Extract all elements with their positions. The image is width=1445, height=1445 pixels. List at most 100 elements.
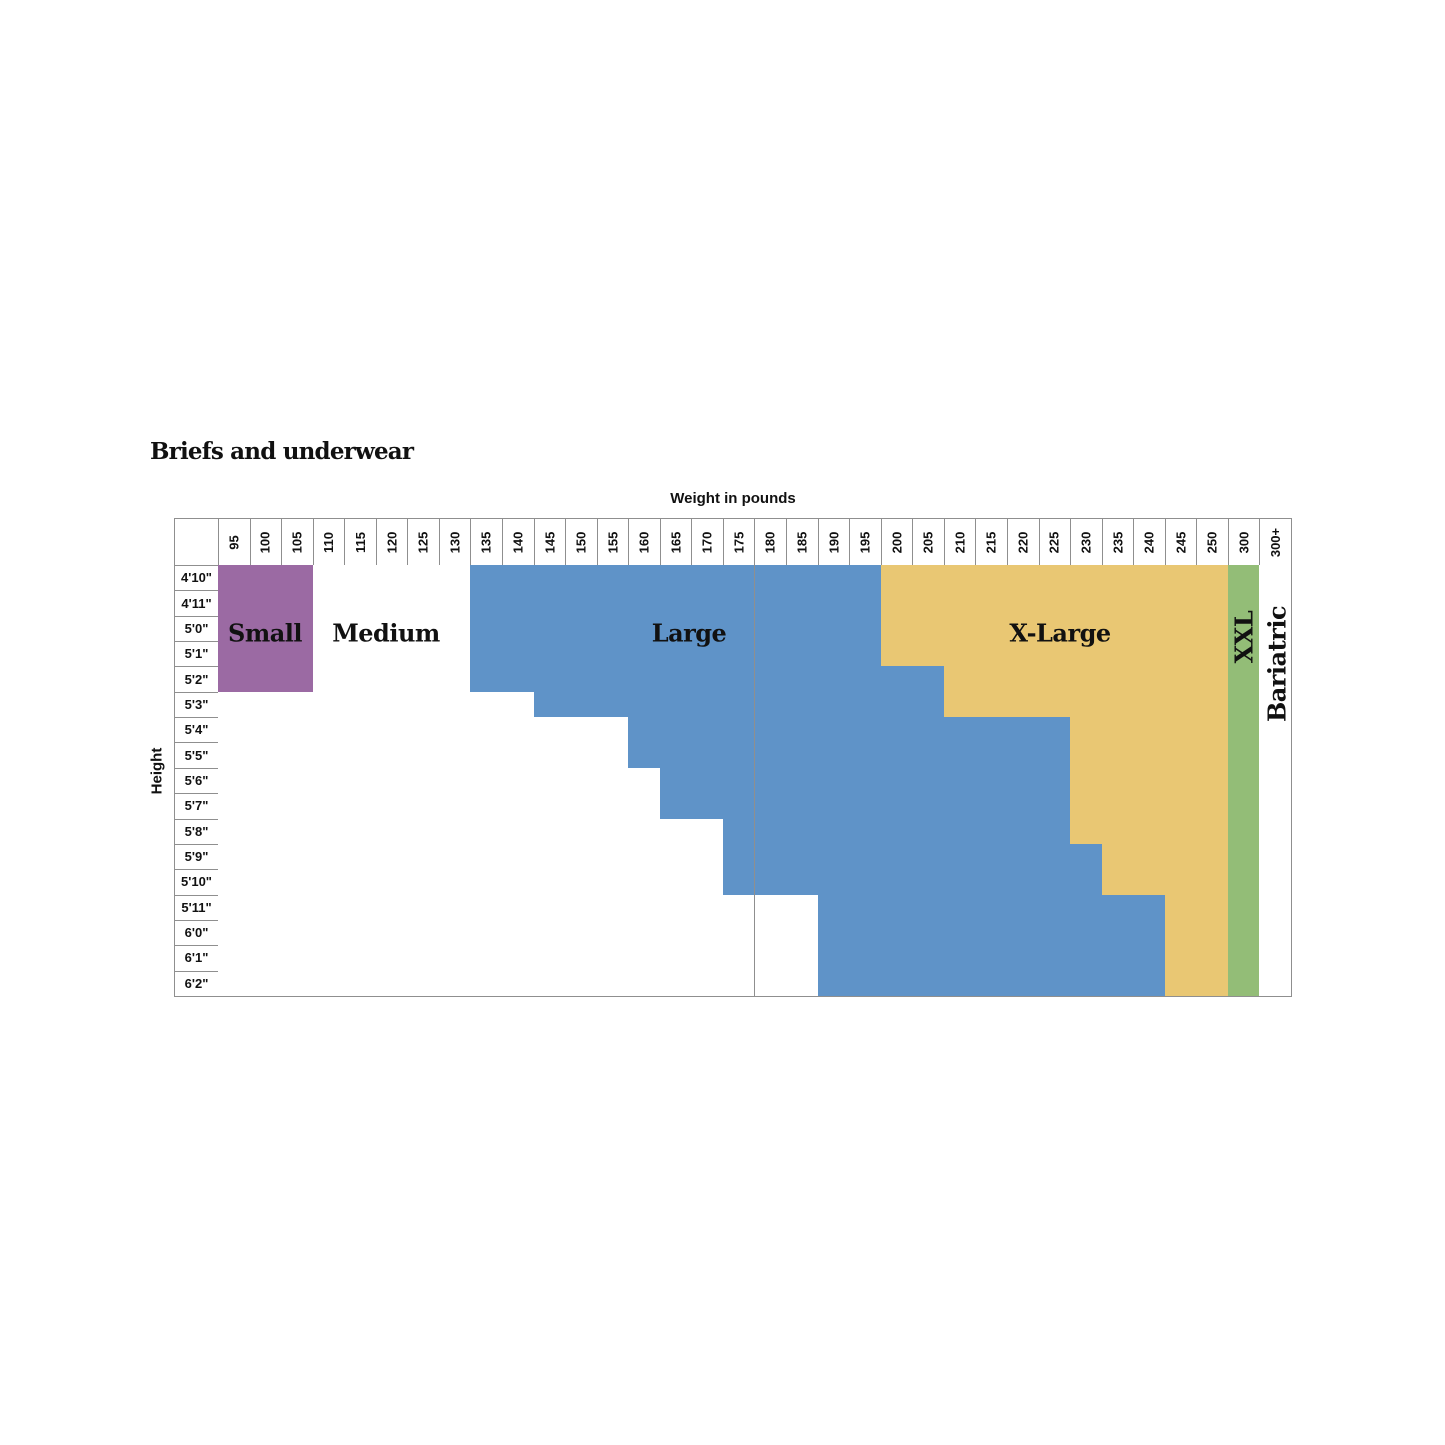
cell-medium	[344, 742, 377, 769]
cell-medium	[502, 767, 535, 795]
cell-medium	[281, 869, 314, 896]
cell-large	[817, 641, 851, 668]
column-header: 220	[1006, 518, 1040, 566]
cell-medium	[470, 945, 504, 972]
column-header-label: 230	[1078, 531, 1094, 553]
cell-x-large	[1196, 615, 1229, 643]
cell-medium	[281, 793, 314, 820]
cell-bariatric	[1259, 717, 1292, 744]
cell-medium	[344, 970, 377, 997]
column-header: 205	[912, 518, 945, 566]
cell-medium	[786, 970, 819, 997]
column-header-label: 190	[825, 531, 841, 553]
cell-medium	[281, 970, 314, 997]
cell-medium	[218, 742, 251, 769]
cell-large	[1038, 742, 1072, 769]
cell-medium	[565, 945, 598, 972]
cell-medium	[754, 919, 788, 947]
cell-x-large	[1164, 742, 1198, 769]
cell-medium	[596, 742, 630, 769]
cell-large	[912, 717, 945, 744]
cell-large	[470, 615, 504, 643]
cell-medium	[344, 945, 377, 972]
cell-large	[880, 919, 914, 947]
cell-large	[943, 793, 977, 820]
cell-medium	[659, 894, 693, 921]
cell-medium	[628, 793, 661, 820]
cell-xxl	[1227, 691, 1261, 719]
cell-medium	[533, 742, 567, 769]
column-header: 230	[1070, 518, 1103, 566]
cell-medium	[407, 590, 440, 617]
cell-x-large	[975, 666, 1008, 693]
cell-medium	[533, 843, 567, 871]
column-header: 210	[943, 518, 977, 566]
cell-medium	[218, 970, 251, 997]
cell-large	[849, 565, 882, 592]
cell-medium	[218, 919, 251, 947]
cell-medium	[312, 565, 346, 592]
cell-x-large	[1196, 717, 1229, 744]
cell-large	[596, 691, 630, 719]
cell-medium	[249, 843, 283, 871]
chart-title: Briefs and underwear	[150, 438, 414, 465]
column-header-label: 165	[668, 531, 684, 553]
column-header-label: 140	[510, 531, 526, 553]
cell-large	[849, 590, 882, 617]
cell-x-large	[1070, 666, 1103, 693]
cell-medium	[502, 843, 535, 871]
cell-x-large	[880, 590, 914, 617]
cell-large	[722, 615, 756, 643]
cell-large	[691, 666, 724, 693]
cell-large	[596, 666, 630, 693]
cell-bariatric	[1259, 615, 1292, 643]
cell-x-large	[1133, 615, 1166, 643]
cell-medium	[470, 767, 504, 795]
cell-x-large	[1164, 666, 1198, 693]
cell-large	[1006, 742, 1040, 769]
cell-large	[943, 767, 977, 795]
cell-medium	[596, 793, 630, 820]
cell-large	[849, 869, 882, 896]
cell-large	[975, 742, 1008, 769]
cell-large	[1038, 767, 1072, 795]
column-header-label: 220	[1015, 531, 1031, 553]
cell-medium	[407, 641, 440, 668]
cell-large	[596, 615, 630, 643]
cell-x-large	[1070, 691, 1103, 719]
cell-x-large	[1133, 717, 1166, 744]
row-header: 6'2"	[174, 970, 219, 997]
cell-large	[659, 767, 693, 795]
column-header: 105	[281, 518, 314, 566]
cell-x-large	[1164, 919, 1198, 947]
cell-x-large	[1101, 590, 1135, 617]
column-header-label: 130	[447, 531, 463, 553]
cell-medium	[249, 919, 283, 947]
cell-x-large	[1101, 843, 1135, 871]
row-header: 5'1"	[174, 641, 219, 668]
cell-medium	[691, 970, 724, 997]
cell-medium	[533, 767, 567, 795]
cell-large	[880, 717, 914, 744]
cell-x-large	[1196, 666, 1229, 693]
cell-large	[786, 717, 819, 744]
cell-medium	[628, 945, 661, 972]
cell-xxl	[1227, 590, 1261, 617]
cell-large	[502, 565, 535, 592]
cell-x-large	[1070, 717, 1103, 744]
cell-medium	[312, 691, 346, 719]
cell-large	[912, 919, 945, 947]
cell-medium	[407, 894, 440, 921]
cell-x-large	[1006, 590, 1040, 617]
cell-medium	[375, 717, 409, 744]
column-header-label: 175	[731, 531, 747, 553]
column-header-label: 160	[636, 531, 652, 553]
cell-x-large	[1070, 565, 1103, 592]
cell-x-large	[975, 641, 1008, 668]
cell-medium	[344, 565, 377, 592]
cell-large	[533, 666, 567, 693]
cell-medium	[281, 919, 314, 947]
cell-medium	[249, 767, 283, 795]
cell-large	[817, 945, 851, 972]
column-header: 300+	[1259, 518, 1292, 566]
